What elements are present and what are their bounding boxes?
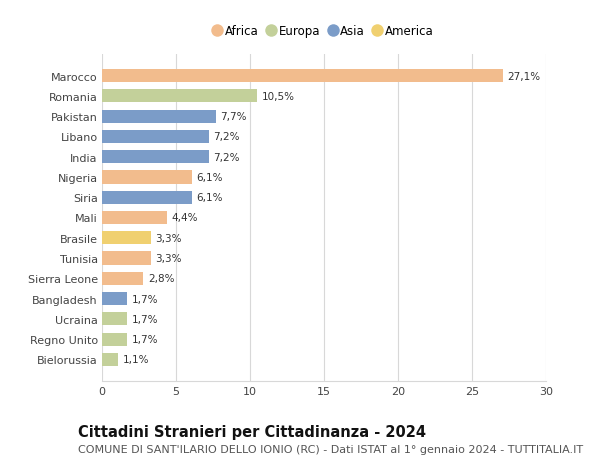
Bar xyxy=(102,90,257,103)
Bar xyxy=(102,110,216,123)
Text: 7,2%: 7,2% xyxy=(213,132,239,142)
Bar xyxy=(102,232,151,245)
Bar xyxy=(102,313,127,326)
Bar xyxy=(102,292,127,306)
Bar xyxy=(102,151,209,164)
Text: 27,1%: 27,1% xyxy=(508,72,541,81)
Text: 1,7%: 1,7% xyxy=(131,294,158,304)
Text: COMUNE DI SANT'ILARIO DELLO IONIO (RC) - Dati ISTAT al 1° gennaio 2024 - TUTTITA: COMUNE DI SANT'ILARIO DELLO IONIO (RC) -… xyxy=(78,444,583,454)
Bar xyxy=(102,252,151,265)
Bar xyxy=(102,272,143,285)
Text: 1,1%: 1,1% xyxy=(123,355,149,364)
Text: 10,5%: 10,5% xyxy=(262,92,295,102)
Text: 3,3%: 3,3% xyxy=(155,253,182,263)
Text: 1,7%: 1,7% xyxy=(131,334,158,344)
Bar xyxy=(102,171,192,184)
Text: 3,3%: 3,3% xyxy=(155,233,182,243)
Bar xyxy=(102,130,209,144)
Text: 1,7%: 1,7% xyxy=(131,314,158,324)
Text: 6,1%: 6,1% xyxy=(197,193,223,203)
Text: 4,4%: 4,4% xyxy=(172,213,198,223)
Legend: Africa, Europa, Asia, America: Africa, Europa, Asia, America xyxy=(214,25,434,38)
Bar xyxy=(102,353,118,366)
Text: 7,2%: 7,2% xyxy=(213,152,239,162)
Bar xyxy=(102,191,192,204)
Bar xyxy=(102,333,127,346)
Bar xyxy=(102,212,167,224)
Bar xyxy=(102,70,503,83)
Text: 7,7%: 7,7% xyxy=(220,112,247,122)
Text: Cittadini Stranieri per Cittadinanza - 2024: Cittadini Stranieri per Cittadinanza - 2… xyxy=(78,425,426,440)
Text: 2,8%: 2,8% xyxy=(148,274,175,284)
Text: 6,1%: 6,1% xyxy=(197,173,223,183)
